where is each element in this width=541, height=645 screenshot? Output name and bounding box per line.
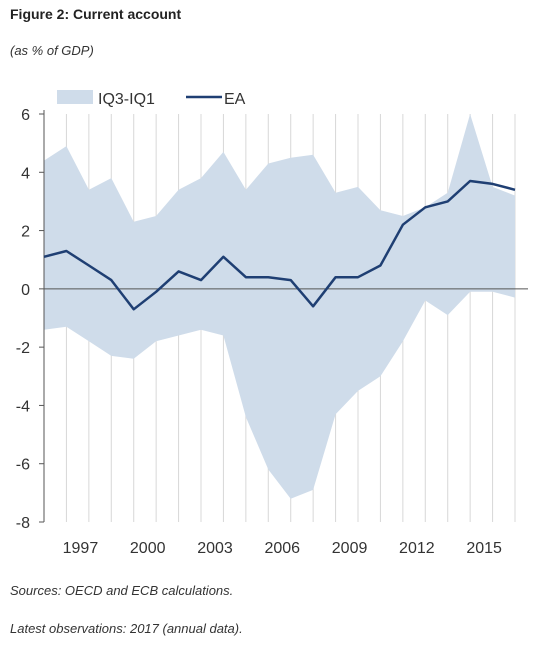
legend-swatch-iq3-iq1: [57, 90, 93, 104]
y-tick-label: -2: [16, 340, 30, 357]
label-layer: 6 4 2 0 -2 -4 -6 -8 1997 2000 2003 2006 2009 2012 2015: [16, 107, 502, 557]
band-iq3-iq1: [44, 114, 515, 499]
y-tick-label: 2: [21, 224, 30, 241]
y-tick-label: -4: [16, 398, 30, 415]
chart-subtitle: (as % of GDP): [10, 43, 94, 58]
y-tick-label: -6: [16, 457, 30, 474]
x-tick-label: 2000: [130, 540, 166, 557]
band-layer: [44, 114, 515, 499]
chart-title: Figure 2: Current account: [10, 6, 182, 22]
x-tick-label: 2006: [264, 540, 300, 557]
x-tick-label: 2015: [466, 540, 502, 557]
sources-note: Sources: OECD and ECB calculations.: [10, 583, 234, 598]
y-tick-label: 4: [21, 165, 30, 182]
x-tick-label: 2012: [399, 540, 435, 557]
y-tick-label: 6: [21, 107, 30, 124]
legend-label-ea: EA: [224, 91, 246, 108]
y-tick-label: -8: [16, 515, 30, 532]
latest-observation-note: Latest observations: 2017 (annual data).: [10, 621, 243, 636]
x-tick-label: 2003: [197, 540, 233, 557]
axis-layer: [39, 110, 528, 523]
legend: IQ3-IQ1 EA: [57, 90, 246, 108]
y-tick-label: 0: [21, 282, 30, 299]
line-layer: [43, 179, 516, 311]
x-tick-label: 2009: [332, 540, 368, 557]
legend-label-iq3-iq1: IQ3-IQ1: [98, 91, 155, 108]
series-line-ea: [43, 179, 516, 311]
x-tick-label: 1997: [63, 540, 99, 557]
